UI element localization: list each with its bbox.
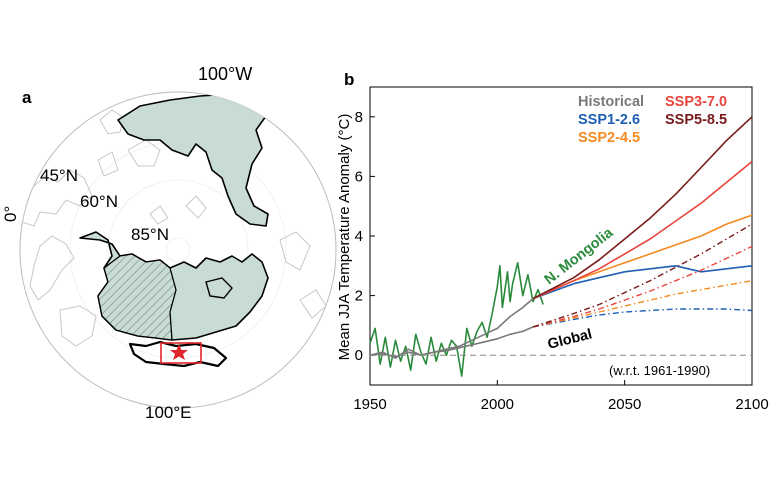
series-line-8 [532,280,753,328]
label-0: 0° [1,206,20,222]
series-line-6 [532,116,753,300]
x-tick-label: 2050 [608,396,641,413]
series-line-5 [532,160,753,300]
lat-circle-85 [165,237,191,263]
panel-b-label: b [344,70,354,89]
series-line-0 [369,261,544,377]
y-tick-label: 2 [355,288,363,305]
annotation-baseline: (w.r.t. 1961-1990) [609,363,710,378]
x-tick-label: 1950 [353,396,386,413]
label-100e: 100°E [145,403,192,422]
panel-a-label: a [22,88,32,107]
x-tick-label: 2000 [481,396,514,413]
y-tick-label: 6 [355,168,363,185]
legend: Historical SSP3-7.0 SSP1-2.6 SSP5-8.5 SS… [578,94,727,146]
region-hatched [97,253,177,341]
series-layer [369,116,753,377]
legend-ssp126: SSP1-2.6 [578,112,640,128]
legend-historical: Historical [578,94,644,110]
legend-ssp245: SSP2-4.5 [578,130,640,146]
coast-western-europe [29,235,75,301]
panel-b: b Mean JJA Temperature Anomaly (°C) 1950… [336,70,769,413]
y-axis-title: Mean JJA Temperature Anomaly (°C) [336,114,353,361]
region-inner-lake [205,277,233,299]
series-line-7 [532,308,753,328]
axis-ticks: 1950 2000 2050 2100 0 2 4 6 8 [353,109,768,413]
label-85n: 85°N [131,225,169,244]
y-tick-label: 4 [355,228,363,245]
legend-ssp585: SSP5-8.5 [665,112,727,128]
study-site-star-icon [170,344,188,360]
coast-mediterranean [59,305,97,347]
label-45n: 45°N [40,166,78,185]
globe-outline [19,91,337,409]
annotation-global: Global [546,326,594,352]
series-line-4 [532,214,753,300]
x-tick-label: 2100 [735,396,768,413]
series-line-9 [532,245,753,328]
y-tick-label: 8 [355,109,363,126]
coast-high-arctic [149,195,207,225]
study-region-box [160,342,202,364]
label-100w: 100°W [198,64,252,84]
legend-ssp370: SSP3-7.0 [665,94,727,110]
label-60n: 60°N [80,192,118,211]
y-tick-label: 0 [355,347,363,364]
coast-europe [21,169,93,227]
panel-a: a [1,64,337,422]
map-content [21,93,327,368]
series-line-10 [532,223,753,328]
series-line-3 [532,264,753,300]
series-line-2 [369,326,534,358]
